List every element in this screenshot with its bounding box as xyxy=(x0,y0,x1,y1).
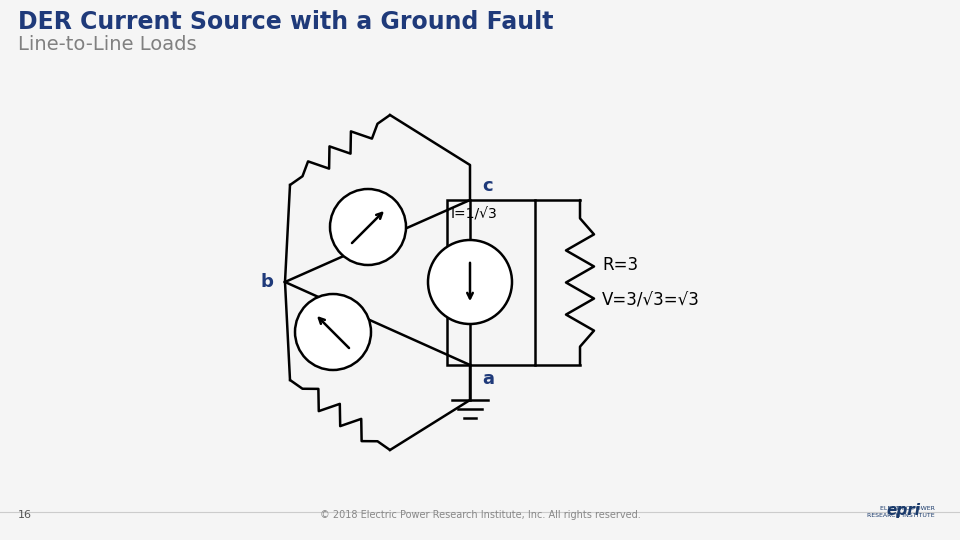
Circle shape xyxy=(330,189,406,265)
Text: © 2018 Electric Power Research Institute, Inc. All rights reserved.: © 2018 Electric Power Research Institute… xyxy=(320,510,640,520)
Text: V=3/√3=√3: V=3/√3=√3 xyxy=(602,292,700,309)
Text: Line-to-Line Loads: Line-to-Line Loads xyxy=(18,35,197,54)
Text: DER Current Source with a Ground Fault: DER Current Source with a Ground Fault xyxy=(18,10,554,34)
Text: I=1/√3: I=1/√3 xyxy=(451,208,497,222)
Circle shape xyxy=(428,240,512,324)
Bar xyxy=(447,200,535,365)
Text: b: b xyxy=(260,273,273,291)
Text: ELECTRIC POWER
RESEARCH INSTITUTE: ELECTRIC POWER RESEARCH INSTITUTE xyxy=(868,507,935,518)
Text: 16: 16 xyxy=(18,510,32,520)
Text: epri: epri xyxy=(886,503,920,518)
Text: a: a xyxy=(482,370,494,388)
Circle shape xyxy=(295,294,371,370)
Text: c: c xyxy=(482,177,492,195)
Text: R=3: R=3 xyxy=(602,255,638,273)
